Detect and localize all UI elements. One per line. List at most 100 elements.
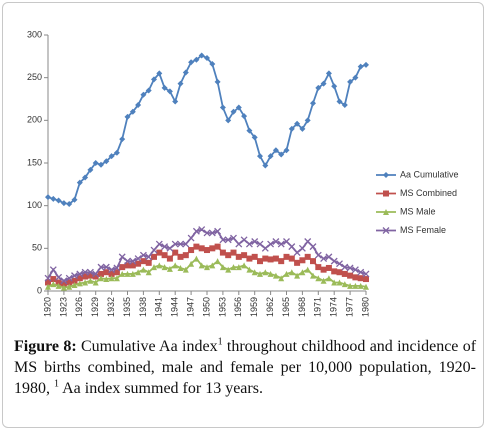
point: [119, 136, 126, 143]
point: [225, 117, 232, 124]
point: [251, 134, 258, 141]
point: [352, 282, 359, 289]
point: [331, 268, 338, 275]
point: [277, 240, 285, 248]
point: [278, 258, 285, 265]
figure-frame: [2, 2, 484, 428]
footnote-mark: 1: [54, 378, 59, 390]
point: [50, 195, 57, 202]
point: [87, 272, 94, 279]
point: [347, 282, 354, 289]
legend-marker: [383, 172, 389, 178]
point: [60, 284, 67, 291]
point: [241, 252, 248, 259]
legend-label: MS Combined: [400, 188, 457, 198]
point: [214, 258, 221, 265]
point: [230, 264, 237, 271]
point: [283, 238, 290, 245]
point: [135, 260, 142, 267]
point: [60, 200, 67, 207]
y-tick-label: 0: [37, 285, 42, 295]
point: [103, 269, 110, 276]
point: [182, 69, 189, 76]
point: [134, 255, 142, 263]
point: [283, 147, 290, 154]
point: [124, 270, 131, 277]
point: [45, 279, 51, 286]
y-tick-label: 200: [27, 115, 42, 125]
point: [103, 158, 110, 165]
point: [246, 266, 253, 273]
point: [145, 87, 152, 94]
point: [198, 52, 205, 59]
point: [71, 196, 78, 203]
point: [151, 253, 157, 260]
point: [272, 255, 279, 262]
point: [246, 255, 253, 262]
point: [219, 249, 226, 256]
chart: 0 50 100 150 200 250 300 1920 1923 1926 1929 1932 19…: [27, 29, 459, 317]
point: [55, 273, 63, 281]
point: [172, 98, 179, 105]
point: [325, 264, 332, 271]
point: [172, 249, 179, 256]
point: [166, 255, 173, 262]
point: [119, 264, 126, 271]
x-tick-label: 1923: [58, 297, 68, 317]
point: [55, 197, 62, 204]
point: [208, 229, 216, 237]
point: [362, 270, 370, 278]
point: [129, 257, 137, 265]
point: [278, 275, 285, 282]
legend-marker: [382, 227, 390, 234]
point: [155, 240, 163, 248]
point: [124, 262, 131, 269]
x-tick-label: 1977: [344, 297, 354, 317]
point: [209, 262, 216, 269]
point: [304, 253, 311, 260]
point: [188, 260, 195, 267]
point: [310, 258, 316, 265]
point: [336, 260, 343, 268]
point: [246, 127, 253, 134]
point: [230, 234, 237, 242]
point: [278, 151, 285, 158]
point: [161, 243, 169, 251]
point: [82, 279, 89, 286]
point: [256, 240, 264, 248]
point: [161, 264, 168, 271]
point: [76, 280, 83, 287]
point: [352, 274, 359, 281]
point: [330, 257, 338, 265]
point: [140, 258, 147, 265]
point: [98, 161, 104, 168]
point: [315, 275, 322, 282]
point: [92, 273, 99, 280]
caption-text: throughout childhood and incidence of MS…: [14, 338, 477, 397]
point: [235, 253, 242, 260]
point: [177, 240, 184, 248]
point: [108, 270, 115, 277]
point: [363, 61, 369, 68]
point: [325, 70, 332, 77]
point: [272, 238, 280, 245]
point: [341, 263, 349, 271]
point: [357, 275, 364, 282]
point: [177, 80, 184, 87]
point: [50, 281, 57, 288]
point: [314, 251, 322, 259]
point: [262, 162, 269, 169]
x-tick-label: 1968: [297, 297, 307, 317]
y-tick-label: 150: [27, 157, 42, 167]
point: [198, 245, 205, 252]
x-tick-label: 1980: [360, 297, 370, 317]
x-tick-label: 1971: [313, 297, 323, 317]
caption-label: Figure 8:: [14, 338, 77, 355]
point: [257, 270, 263, 277]
point: [225, 252, 232, 259]
x-tick-label: 1974: [329, 297, 339, 317]
point: [304, 238, 312, 245]
point: [166, 265, 173, 272]
point: [209, 61, 216, 68]
point: [150, 246, 158, 254]
